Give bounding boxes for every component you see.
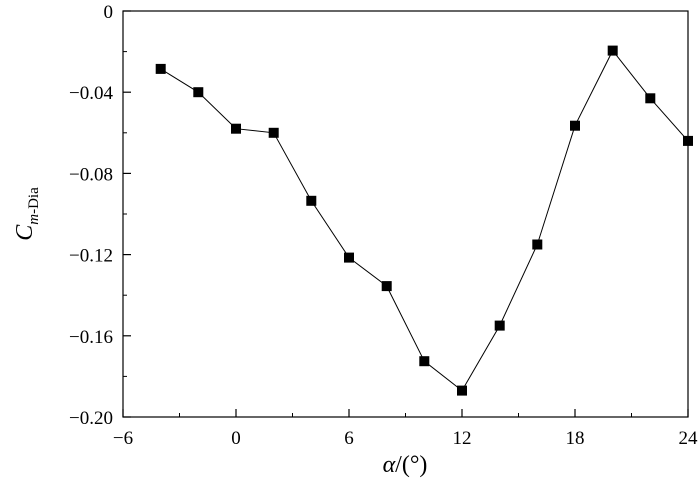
data-point-marker (494, 320, 505, 331)
y-tick-label: 0 (104, 2, 114, 23)
x-tick-label: 24 (679, 428, 699, 449)
data-point-marker (344, 252, 354, 263)
x-tick-label: 6 (344, 428, 354, 449)
x-tick-label: 18 (566, 428, 585, 449)
data-point-marker (155, 63, 166, 74)
data-point-marker (532, 239, 543, 250)
data-point-marker (268, 127, 279, 138)
data-point-marker (645, 93, 656, 104)
series-line (160, 49, 689, 392)
x-tick-label: 12 (453, 428, 472, 449)
data-point-marker (570, 120, 580, 131)
x-tick-label: −6 (113, 428, 133, 449)
series-line-group (160, 49, 689, 392)
y-tick-label: −0.12 (69, 246, 113, 267)
data-point-marker (193, 87, 204, 98)
y-tick-label: −0.16 (69, 327, 113, 348)
y-axis-ticks: 0 −0.04 −0.08 −0.12 −0.16 −0.20 (69, 2, 131, 429)
data-point-marker (306, 195, 317, 206)
data-point-marker (683, 135, 693, 146)
y-tick-label: −0.08 (69, 164, 113, 185)
data-point-marker (419, 356, 430, 367)
x-axis-title: α/(°) (383, 452, 428, 478)
x-axis-ticks: −6 0 6 12 18 24 (113, 409, 698, 449)
y-tick-label: −0.20 (69, 408, 113, 429)
data-point-marker (381, 281, 392, 292)
y-tick-label: −0.04 (69, 83, 113, 104)
data-point-marker (607, 45, 618, 56)
data-point-marker (457, 385, 467, 396)
plot-frame (122, 10, 689, 418)
series-markers-group (155, 45, 693, 396)
y-axis-title: Cm-Dia (12, 187, 42, 241)
x-tick-label: 0 (231, 428, 241, 449)
data-point-marker (231, 123, 241, 134)
